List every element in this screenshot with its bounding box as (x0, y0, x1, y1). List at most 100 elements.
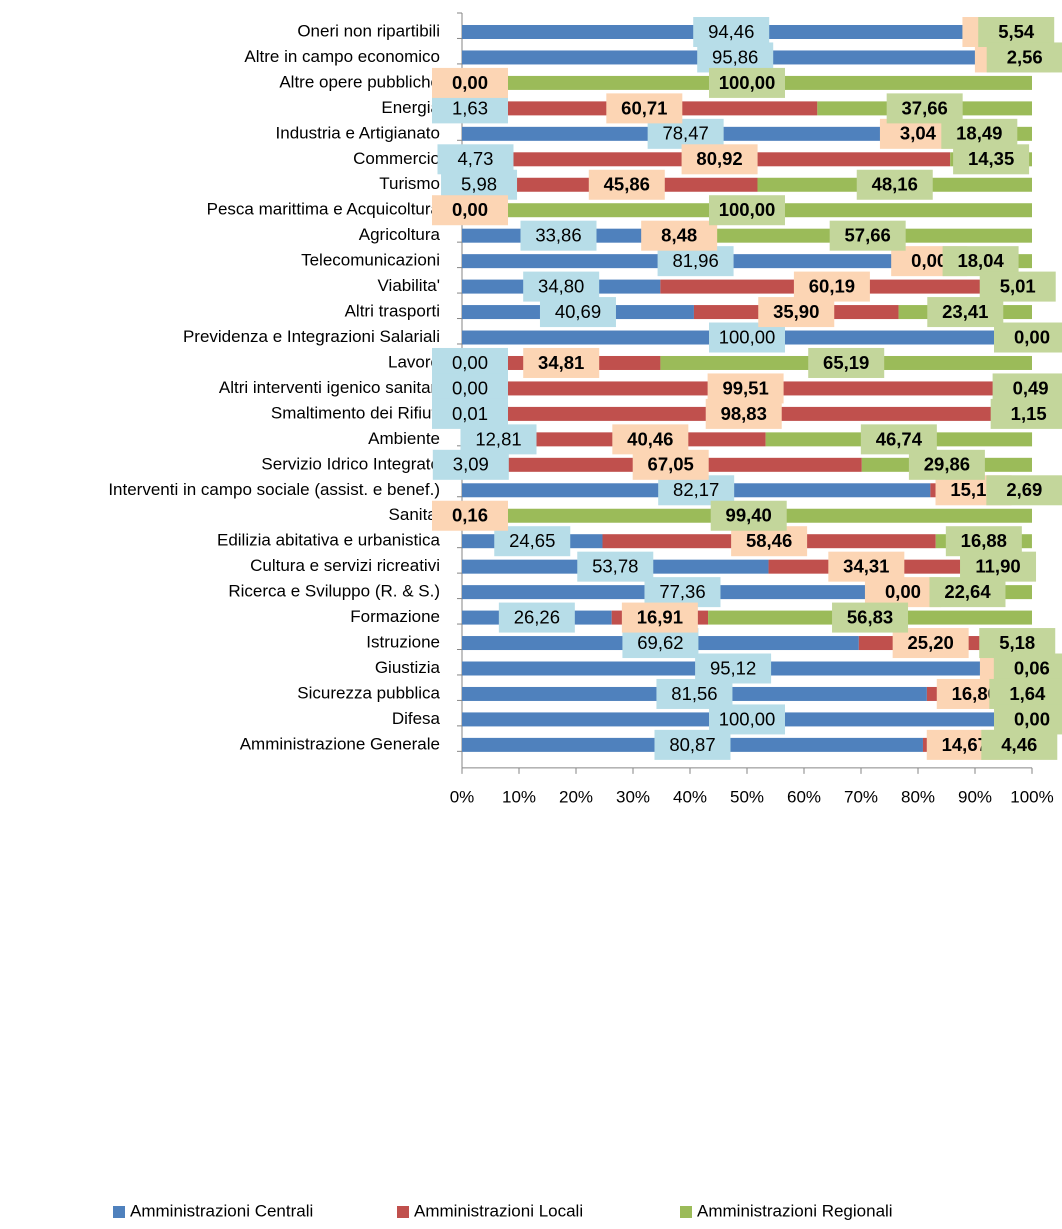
category-label: Altre in campo economico (244, 47, 440, 66)
value-label: 0,16 (452, 505, 488, 526)
value-label: 12,81 (475, 428, 521, 449)
legend-swatch (680, 1206, 692, 1218)
legend-swatch (397, 1206, 409, 1218)
value-label: 45,86 (604, 174, 650, 195)
value-label: 95,12 (710, 657, 756, 678)
value-label: 94,46 (708, 21, 754, 42)
category-label: Altri trasporti (345, 302, 440, 321)
x-tick-label: 90% (958, 787, 992, 806)
category-label: Oneri non ripartibili (297, 21, 440, 40)
value-label: 8,48 (661, 225, 697, 246)
value-label: 57,66 (845, 225, 891, 246)
value-label: 3,09 (453, 454, 489, 475)
value-label: 99,51 (722, 377, 768, 398)
category-label: Servizio Idrico Integrato (261, 454, 440, 473)
value-label: 26,26 (514, 606, 560, 627)
value-label: 5,98 (461, 174, 497, 195)
value-label: 80,87 (669, 734, 715, 755)
value-label: 0,00 (885, 581, 921, 602)
value-label: 5,18 (999, 632, 1035, 653)
value-label: 78,47 (662, 123, 708, 144)
value-label: 14,35 (968, 148, 1014, 169)
value-label: 33,86 (535, 225, 581, 246)
value-label: 14,67 (942, 734, 988, 755)
value-label: 56,83 (847, 606, 893, 627)
value-label: 1,15 (1011, 403, 1047, 424)
category-label: Interventi in campo sociale (assist. e b… (108, 480, 440, 499)
legend-label: Amministrazioni Centrali (130, 1201, 313, 1220)
value-label: 65,19 (823, 352, 869, 373)
category-label: Previdenza e Integrazioni Salariali (183, 327, 440, 346)
category-label: Energia (381, 98, 440, 117)
value-label: 1,63 (452, 97, 488, 118)
value-label: 35,90 (773, 301, 819, 322)
x-tick-label: 100% (1010, 787, 1053, 806)
category-label: Smaltimento dei Rifiuti (271, 403, 440, 422)
category-label: Istruzione (366, 633, 440, 652)
value-label: 100,00 (719, 326, 776, 347)
value-label: 4,73 (457, 148, 493, 169)
value-label: 67,05 (648, 454, 694, 475)
value-label: 4,46 (1001, 734, 1037, 755)
value-label: 0,01 (452, 403, 488, 424)
value-label: 81,96 (672, 250, 718, 271)
value-label: 11,90 (975, 556, 1020, 577)
category-label: Agricoltura (359, 225, 441, 244)
value-label: 0,00 (911, 250, 947, 271)
value-label: 40,69 (555, 301, 601, 322)
value-label: 100,00 (719, 708, 776, 729)
value-label: 100,00 (719, 199, 776, 220)
category-label: Giustizia (375, 658, 441, 677)
value-label: 80,92 (696, 148, 742, 169)
legend-label: Amministrazioni Regionali (697, 1201, 893, 1220)
value-label: 29,86 (924, 454, 970, 475)
value-label: 0,00 (452, 72, 488, 93)
value-label: 58,46 (746, 530, 792, 551)
category-label: Difesa (392, 709, 441, 728)
category-label: Pesca marittima e Acquicoltura (207, 200, 441, 219)
value-label: 18,04 (957, 250, 1004, 271)
value-label: 34,81 (538, 352, 584, 373)
value-label: 53,78 (592, 556, 638, 577)
x-tick-label: 20% (559, 787, 593, 806)
value-label: 0,49 (1013, 377, 1049, 398)
value-label: 0,00 (1014, 708, 1050, 729)
value-label: 3,04 (900, 123, 937, 144)
value-label: 98,83 (721, 403, 767, 424)
value-label: 5,54 (998, 21, 1035, 42)
value-label: 2,56 (1007, 46, 1043, 67)
category-label: Ambiente (368, 429, 440, 448)
category-label: Viabilita' (378, 276, 440, 295)
category-label: Altri interventi igenico sanitari (219, 378, 440, 397)
category-label: Sicurezza pubblica (297, 683, 440, 702)
value-label: 34,31 (843, 556, 889, 577)
category-label: Industria e Artigianato (276, 123, 440, 142)
x-tick-label: 0% (450, 787, 475, 806)
x-tick-label: 40% (673, 787, 707, 806)
value-label: 5,01 (1000, 275, 1036, 296)
category-label: Edilizia abitativa e urbanistica (217, 531, 441, 550)
value-label: 60,19 (809, 275, 855, 296)
value-label: 16,91 (637, 606, 683, 627)
category-label: Altre opere pubbliche (279, 72, 440, 91)
value-label: 82,17 (673, 479, 719, 500)
value-label: 34,80 (538, 275, 584, 296)
x-tick-label: 50% (730, 787, 764, 806)
value-label: 0,06 (1014, 657, 1050, 678)
value-label: 0,00 (452, 199, 488, 220)
x-tick-label: 70% (844, 787, 878, 806)
value-label: 0,00 (1014, 326, 1050, 347)
value-label: 24,65 (509, 530, 555, 551)
value-label: 37,66 (902, 97, 948, 118)
category-label: Ricerca e Sviluppo (R. & S.) (228, 582, 440, 601)
value-label: 0,00 (452, 377, 488, 398)
category-label: Cultura e servizi ricreativi (250, 556, 440, 575)
category-label: Formazione (350, 607, 440, 626)
category-label: Turismo (379, 174, 440, 193)
value-label: 81,56 (671, 683, 717, 704)
x-tick-label: 60% (787, 787, 821, 806)
value-label: 0,00 (452, 352, 488, 373)
value-label: 23,41 (942, 301, 988, 322)
value-label: 99,40 (726, 505, 772, 526)
